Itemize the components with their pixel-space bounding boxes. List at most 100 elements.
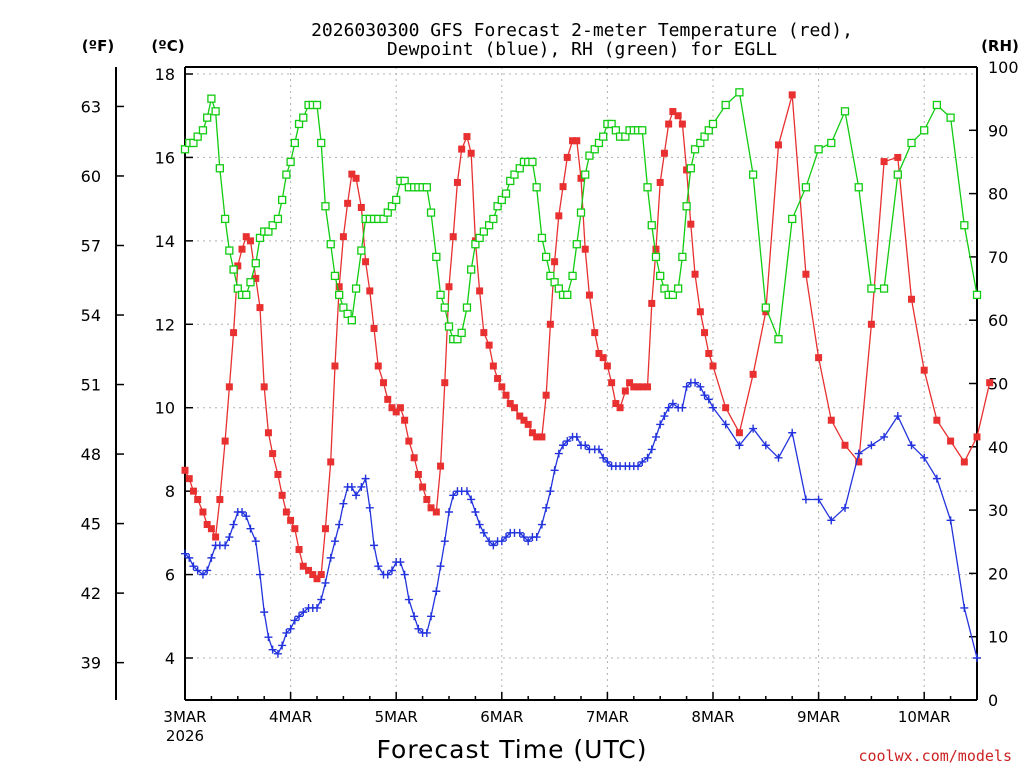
relative-humidity-point (392, 195, 401, 205)
relative-humidity-point (339, 303, 348, 312)
dewpoint-point (479, 528, 488, 537)
celsius-tick-label: 16 (155, 148, 175, 167)
dewpoint-point (691, 378, 700, 387)
relative-humidity-point (335, 290, 344, 300)
dewpoint-point (326, 553, 335, 562)
dewpoint-point (383, 570, 392, 579)
dewpoint-point (946, 516, 955, 525)
rh-tick-label: 0 (988, 691, 998, 710)
relative-humidity-point (840, 107, 850, 116)
2-meter-temperature-point (480, 329, 488, 337)
relative-humidity-point (225, 246, 234, 255)
relative-humidity-point (788, 214, 797, 224)
dewpoint-point (497, 537, 506, 546)
dewpoint-point (445, 508, 453, 516)
dewpoint-point (854, 449, 863, 458)
relative-humidity-point (444, 322, 454, 331)
dewpoint-point (524, 537, 533, 546)
2-meter-temperature-point (660, 149, 668, 157)
dewpoint-point (427, 612, 436, 621)
2-meter-temperature-point (563, 153, 571, 161)
dewpoint-point (660, 412, 669, 421)
site-credit: coolwx.com/models (858, 747, 1012, 765)
2-meter-temperature-point (423, 495, 431, 503)
2-meter-temperature-point (595, 349, 603, 357)
dewpoint-point (436, 562, 445, 571)
dewpoint-point (656, 420, 665, 429)
relative-humidity-point (546, 271, 555, 281)
dewpoint-point (920, 453, 929, 462)
fahrenheit-tick-label: 54 (81, 306, 101, 325)
2-meter-temperature-point (774, 141, 782, 149)
relative-humidity-point (220, 214, 230, 224)
2-meter-temperature-point (577, 174, 585, 182)
relative-humidity-point (383, 208, 392, 217)
2-meter-temperature-point (282, 508, 290, 516)
celsius-tick-label: 12 (155, 315, 175, 334)
2-meter-temperature-point (880, 158, 888, 166)
2-meter-temperature-point (701, 329, 709, 337)
relative-humidity-point (528, 157, 537, 167)
dewpoint-point (290, 616, 299, 625)
celsius-tick-label: 10 (155, 399, 175, 418)
2-meter-temperature-point (419, 483, 427, 491)
relative-humidity-point (576, 208, 586, 217)
2-meter-temperature-point (986, 379, 994, 387)
dewpoint-point (893, 412, 902, 421)
dewpoint-point (410, 612, 419, 621)
relative-humidity-point (268, 221, 277, 230)
2-meter-temperature-point (181, 466, 189, 474)
relative-humidity-point (501, 189, 511, 198)
2-meter-temperature-point (339, 233, 347, 241)
dewpoint-point (347, 482, 356, 491)
2-meter-temperature-point (199, 508, 207, 516)
2-meter-temperature-point (528, 429, 536, 437)
relative-humidity-point (193, 132, 202, 141)
2-meter-temperature-point (569, 137, 577, 145)
relative-humidity-point (233, 284, 242, 293)
relative-humidity-point (621, 132, 630, 141)
dewpoint-point (537, 520, 546, 529)
dewpoint-point (638, 457, 647, 466)
relative-humidity-point (282, 170, 291, 179)
relative-humidity-point (674, 284, 683, 293)
dewpoint-point (973, 654, 981, 662)
x-tick-label: 4MAR (269, 708, 312, 726)
x-axis-title: Forecast Time (UTC) (377, 735, 648, 764)
2-meter-temperature-point (278, 491, 286, 499)
2-meter-temperature-point (449, 233, 457, 241)
2-meter-temperature-point (274, 470, 282, 478)
2-meter-temperature-point (225, 383, 233, 391)
2-meter-temperature-point (674, 112, 682, 120)
relative-humidity-point (475, 233, 484, 243)
relative-humidity-point (211, 107, 220, 116)
2-meter-temperature-point (234, 262, 242, 270)
2-meter-temperature-point (246, 237, 254, 245)
2-meter-temperature-point (185, 475, 193, 483)
2-meter-temperature-point (524, 420, 532, 428)
relative-humidity-point (563, 290, 572, 300)
relative-humidity-point (594, 138, 604, 148)
2-meter-temperature-point (366, 287, 374, 295)
relative-humidity-point (660, 284, 669, 293)
rh-tick-label: 70 (988, 248, 1008, 267)
dewpoint-point (313, 603, 321, 612)
2-meter-temperature-point (463, 133, 471, 141)
2-meter-temperature-point (427, 504, 435, 512)
relative-humidity-point (643, 183, 652, 192)
2-meter-temperature-point (242, 233, 250, 241)
2-meter-temperature-point (207, 525, 215, 533)
dewpoint-point (735, 441, 744, 450)
rh-tick-label: 20 (988, 564, 1008, 583)
dewpoint-point (599, 453, 608, 462)
2-meter-temperature-point (538, 433, 546, 441)
dewpoint-point (827, 516, 836, 525)
2-meter-temperature-point (305, 566, 313, 574)
relative-humidity-point (489, 214, 498, 224)
2-meter-temperature-point (467, 149, 475, 157)
relative-humidity-point (572, 240, 581, 249)
relative-humidity-point (721, 100, 730, 110)
dewpoint-point (330, 537, 339, 546)
2-meter-temperature-point (194, 495, 202, 503)
relative-humidity-point (207, 94, 216, 103)
